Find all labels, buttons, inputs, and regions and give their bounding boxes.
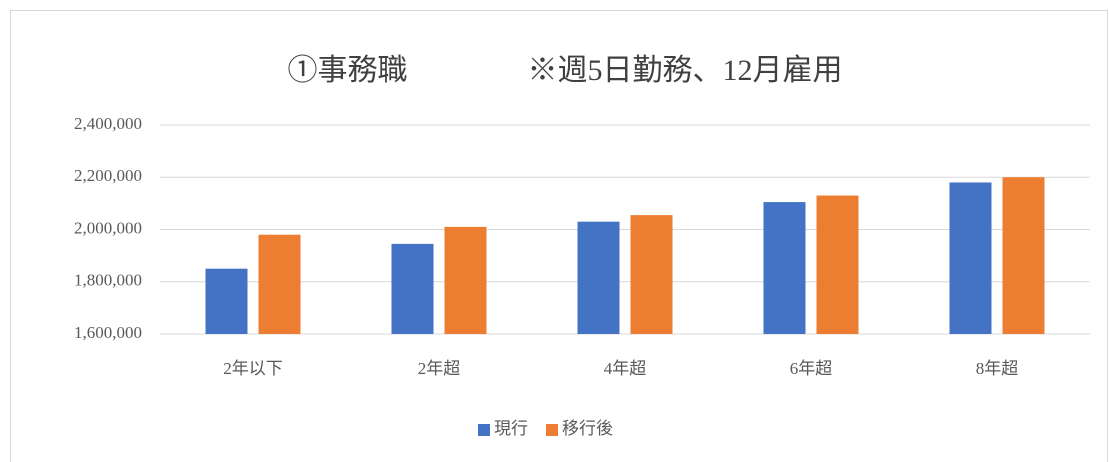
x-tick-label: 6年超 (790, 359, 833, 378)
y-tick-label: 2,400,000 (74, 114, 142, 133)
y-tick-label: 1,800,000 (74, 271, 142, 290)
legend-swatch (478, 424, 490, 436)
x-tick-label: 8年超 (976, 359, 1019, 378)
bar (949, 182, 992, 334)
chart-border (10, 10, 1108, 462)
y-tick-label: 2,000,000 (74, 218, 142, 237)
chart-title: ①事務職 ※週5日勤務、12月雇用 (288, 54, 843, 87)
x-tick-label: 2年以下 (223, 359, 283, 378)
legend-label: 現行 (494, 419, 528, 438)
bar (391, 243, 434, 334)
legend-label: 移行後 (562, 419, 613, 438)
bar (1002, 177, 1045, 334)
x-tick-label: 4年超 (604, 359, 647, 378)
legend-swatch (546, 424, 558, 436)
bar (630, 215, 673, 334)
bar (577, 221, 620, 334)
bar (205, 268, 248, 334)
bar (444, 226, 487, 334)
y-tick-label: 2,200,000 (74, 166, 142, 185)
bar (258, 234, 301, 334)
x-tick-label: 2年超 (418, 359, 461, 378)
bar (816, 195, 859, 334)
y-tick-label: 1,600,000 (74, 323, 142, 342)
bar (763, 202, 806, 334)
